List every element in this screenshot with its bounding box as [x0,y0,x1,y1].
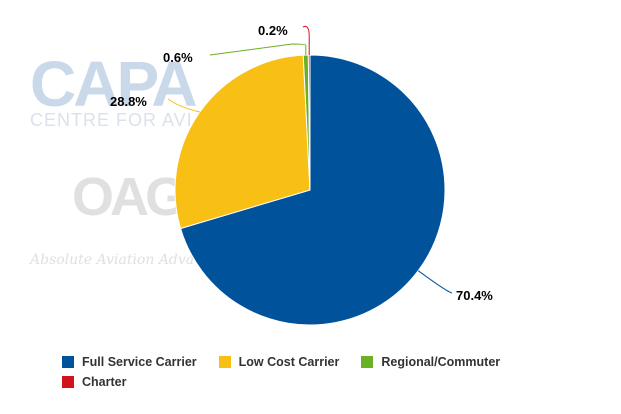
data-label-charter: 0.2% [258,23,288,38]
legend-label-regional: Regional/Commuter [381,355,501,369]
legend-label-full-service: Full Service Carrier [82,355,197,369]
chart-legend: Full Service Carrier Low Cost Carrier Re… [62,352,602,392]
legend-swatch-low-cost [218,356,231,368]
legend-item-full-service[interactable]: Full Service Carrier [62,355,197,369]
pie-slice-charter[interactable] [307,54,311,191]
legend-item-charter[interactable]: Charter [62,375,126,389]
legend-row-2: Charter [62,372,602,392]
legend-row-1: Full Service Carrier Low Cost Carrier Re… [62,352,602,372]
pie-slice-low-cost[interactable] [174,54,311,230]
data-label-regional: 0.6% [163,50,193,65]
data-labels: 70.4% 28.8% 0.6% 0.2% [110,23,493,303]
legend-item-regional[interactable]: Regional/Commuter [361,355,500,369]
legend-item-low-cost[interactable]: Low Cost Carrier [218,355,340,369]
capa-watermark-subtitle: CENTRE FOR AVIA [30,110,206,130]
connector-full-service [417,270,453,294]
legend-swatch-full-service [62,356,74,368]
data-label-full-service: 70.4% [456,288,493,303]
capa-watermark-logo: CAPA [30,48,198,120]
data-label-connectors [167,25,453,294]
connector-low-cost [167,98,200,113]
connector-charter [302,25,310,55]
oag-watermark-tagline: Absolute Aviation Adva [30,252,195,268]
legend-label-charter: Charter [82,375,127,389]
legend-label-low-cost: Low Cost Carrier [238,355,340,369]
data-label-low-cost: 28.8% [110,94,147,109]
connector-regional [209,43,307,56]
oag-watermark-logo: OAG [72,167,187,227]
legend-swatch-charter [62,376,74,388]
pie-slices [174,54,446,326]
legend-swatch-regional [361,356,374,368]
